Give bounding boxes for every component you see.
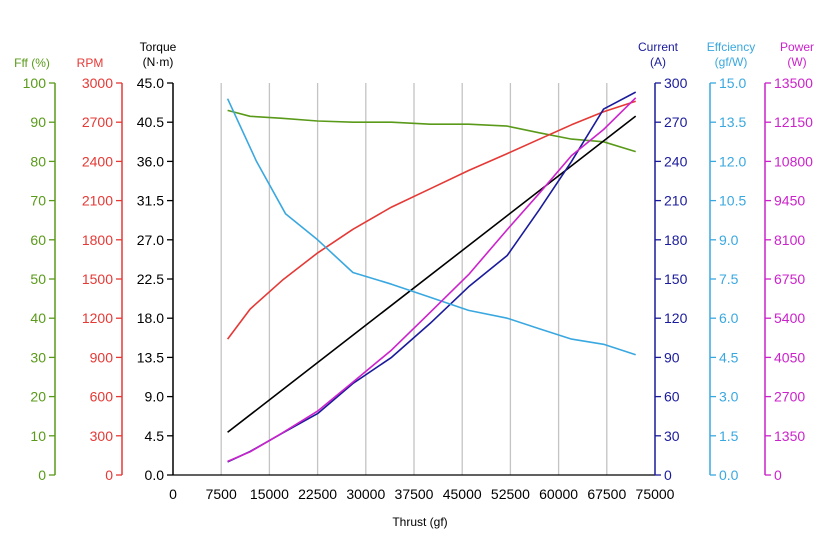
efficiency-tick-label: 6.0 [719, 310, 739, 326]
fff-tick-label: 100 [23, 75, 47, 91]
fff-tick-label: 80 [30, 153, 46, 169]
current-tick-label: 180 [664, 232, 688, 248]
rpm-tick-label: 2700 [82, 114, 113, 130]
x-tick-label: 45000 [443, 486, 482, 502]
rpm-tick-label: 300 [90, 428, 114, 444]
torque-tick-label: 27.0 [137, 232, 164, 248]
x-tick-label: 60000 [539, 486, 578, 502]
power-tick-label: 5400 [774, 310, 805, 326]
rpm-tick-label: 3000 [82, 75, 113, 91]
x-tick-label: 67500 [587, 486, 626, 502]
torque-axis-title-line: Torque [140, 40, 177, 54]
power-tick-label: 8100 [774, 232, 805, 248]
power-tick-label: 9450 [774, 193, 805, 209]
series-layer [226, 91, 637, 463]
efficiency-axis-title-line: (gf/W) [715, 55, 748, 69]
rpm-tick-label: 1500 [82, 271, 113, 287]
rpm-tick-label: 1200 [82, 310, 113, 326]
rpm-tick-label: 2100 [82, 193, 113, 209]
torque-tick-label: 13.5 [137, 349, 164, 365]
torque-tick-label: 18.0 [137, 310, 164, 326]
x-tick-label: 75000 [636, 486, 675, 502]
efficiency-tick-label: 9.0 [719, 232, 739, 248]
torque-tick-label: 31.5 [137, 193, 164, 209]
rpm-axis-title: RPM [77, 56, 104, 70]
power-axis-title-line: (W) [787, 55, 806, 69]
rpm-tick-label: 900 [90, 349, 114, 365]
fff-series-line [227, 109, 636, 153]
axes-layer: 0 7500 15000 22500 30000 37500 45000 52500 60000… [14, 40, 814, 502]
x-tick-label: 7500 [206, 486, 237, 502]
power-tick-label: 0 [774, 467, 782, 483]
fff-tick-label: 30 [30, 349, 46, 365]
rpm-series-line [226, 100, 636, 340]
fff-tick-label: 0 [38, 467, 46, 483]
x-tick-label: 22500 [298, 486, 337, 502]
fff-tick-label: 40 [30, 310, 46, 326]
power-tick-label: 6750 [774, 271, 805, 287]
current-axis-title-line: Current [638, 40, 679, 54]
grid-layer [173, 83, 655, 476]
fff-tick-label: 90 [30, 114, 46, 130]
efficiency-axis-title-line: Effciency [707, 40, 755, 54]
power-tick-label: 13500 [774, 75, 813, 91]
efficiency-tick-label: 3.0 [719, 389, 739, 405]
power-tick-label: 12150 [774, 114, 813, 130]
torque-tick-label: 9.0 [145, 389, 165, 405]
power-tick-label: 10800 [774, 153, 813, 169]
fff-tick-label: 70 [30, 193, 46, 209]
current-tick-label: 90 [664, 349, 680, 365]
current-axis-title-line: (A) [650, 55, 666, 69]
current-tick-label: 30 [664, 428, 680, 444]
x-tick-label: 0 [169, 486, 177, 502]
efficiency-tick-label: 7.5 [719, 271, 739, 287]
power-series-line [227, 97, 637, 463]
efficiency-series-line [226, 98, 636, 356]
current-series-line [227, 91, 637, 463]
efficiency-tick-label: 13.5 [719, 114, 746, 130]
torque-tick-label: 36.0 [137, 153, 164, 169]
fff-tick-label: 60 [30, 232, 46, 248]
fff-tick-label: 20 [30, 389, 46, 405]
efficiency-tick-label: 10.5 [719, 193, 746, 209]
fff-axis-title: Fff (%) [14, 56, 50, 70]
torque-series-line [227, 115, 637, 433]
torque-tick-label: 40.5 [137, 114, 164, 130]
fff-tick-label: 50 [30, 271, 46, 287]
efficiency-tick-label: 15.0 [719, 75, 746, 91]
efficiency-tick-label: 1.5 [719, 428, 739, 444]
x-axis-title: Thrust (gf) [392, 515, 447, 529]
current-tick-label: 60 [664, 389, 680, 405]
efficiency-tick-label: 12.0 [719, 153, 746, 169]
torque-axis-title-line: (N·m) [143, 55, 174, 69]
current-tick-label: 270 [664, 114, 688, 130]
x-tick-label: 30000 [346, 486, 385, 502]
fff-tick-label: 10 [30, 428, 46, 444]
rpm-tick-label: 600 [90, 389, 114, 405]
current-tick-label: 300 [664, 75, 688, 91]
x-tick-label: 37500 [395, 486, 434, 502]
torque-tick-label: 22.5 [137, 271, 164, 287]
power-tick-label: 4050 [774, 349, 805, 365]
rpm-tick-label: 0 [105, 467, 113, 483]
x-tick-label: 15000 [250, 486, 289, 502]
current-tick-label: 210 [664, 193, 688, 209]
efficiency-tick-label: 0.0 [719, 467, 739, 483]
efficiency-tick-label: 4.5 [719, 349, 739, 365]
rpm-tick-label: 1800 [82, 232, 113, 248]
torque-tick-label: 0.0 [145, 467, 165, 483]
rpm-tick-label: 2400 [82, 153, 113, 169]
power-axis-title-line: Power [780, 40, 814, 54]
current-tick-label: 240 [664, 153, 688, 169]
x-tick-label: 52500 [491, 486, 530, 502]
torque-tick-label: 45.0 [137, 75, 164, 91]
torque-tick-label: 4.5 [145, 428, 165, 444]
current-tick-label: 150 [664, 271, 688, 287]
power-tick-label: 1350 [774, 428, 805, 444]
current-tick-label: 0 [664, 467, 672, 483]
power-tick-label: 2700 [774, 389, 805, 405]
current-tick-label: 120 [664, 310, 688, 326]
